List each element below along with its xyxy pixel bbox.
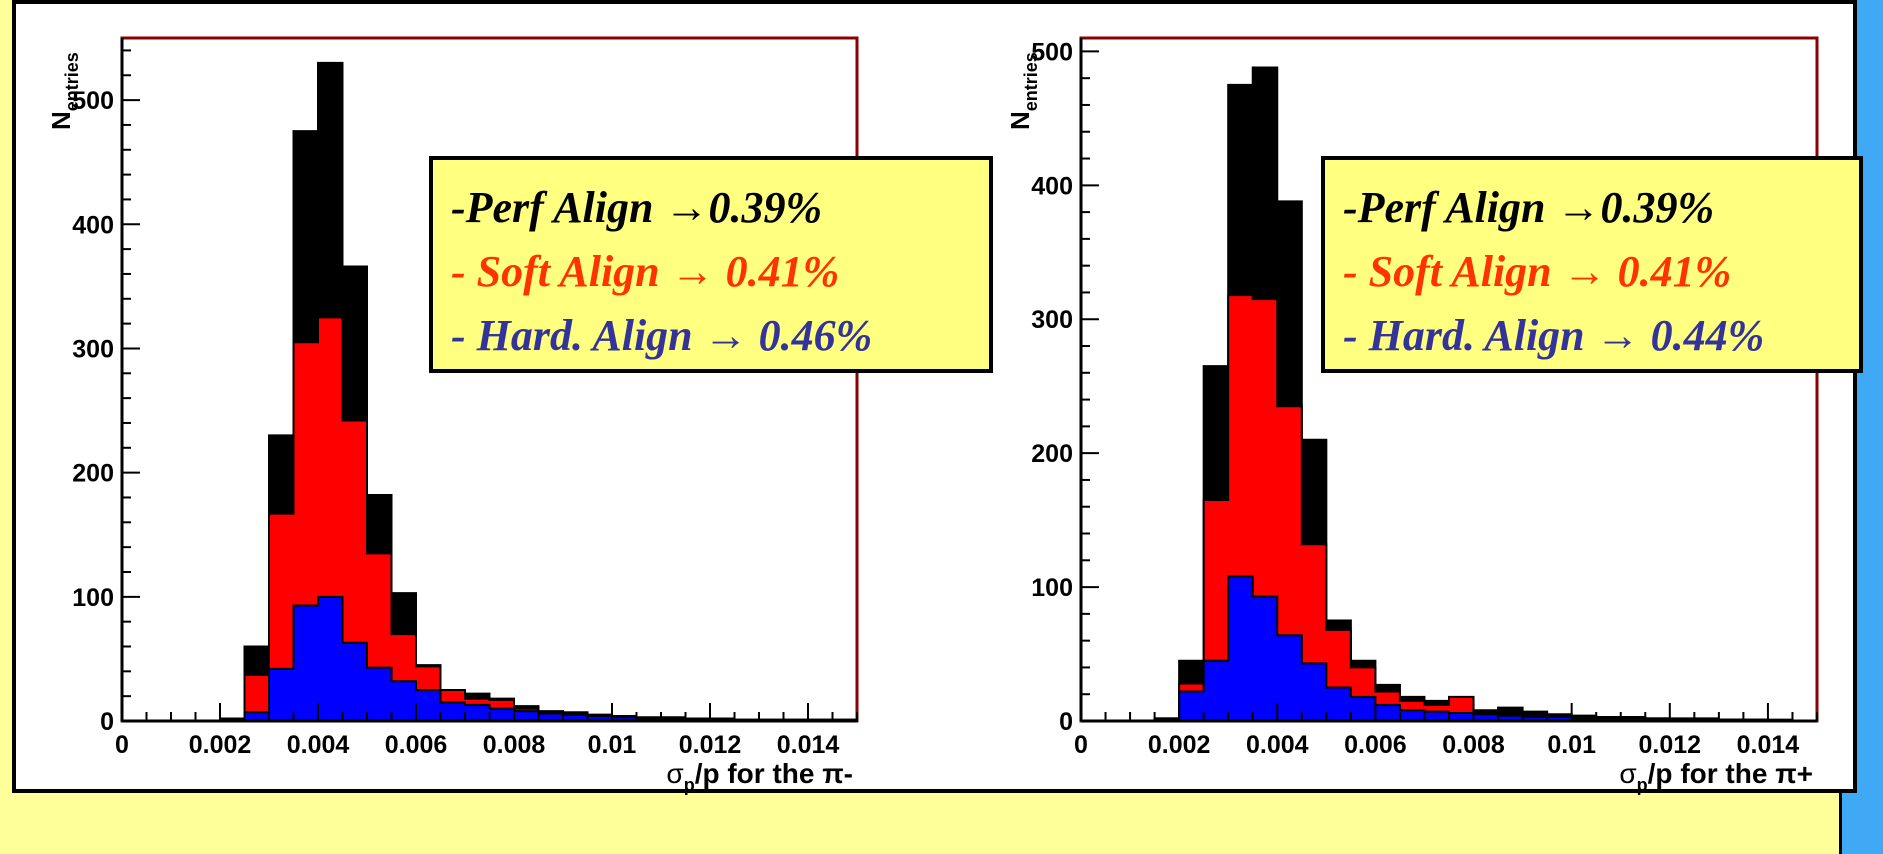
x-tick-label: 0.002 <box>189 731 252 759</box>
y-tick-label: 200 <box>1031 440 1073 468</box>
x-axis-title: σp/p for the π+ <box>1619 758 1813 795</box>
x-tick-label: 0.002 <box>1148 731 1211 759</box>
y-tick-label: 100 <box>1031 574 1073 602</box>
y-tick-label: 0 <box>1059 708 1073 736</box>
x-tick-label: 0.014 <box>777 731 840 759</box>
y-tick-label: 400 <box>72 211 114 239</box>
y-tick-label: 400 <box>1031 172 1073 200</box>
y-tick-label: 300 <box>72 335 114 363</box>
chart-panel-1: 0 0.002 0.004 0.006 0.008 0.01 0.012 0.014 0 100 2… <box>46 36 859 795</box>
x-tick-label: 0.004 <box>287 731 350 759</box>
x-tick-label: 0.012 <box>1639 731 1702 759</box>
y-tick-label: 500 <box>1031 38 1073 66</box>
histogram-charts: 0 0.002 0.004 0.006 0.008 0.01 0.012 0.014 0 100 2… <box>46 36 1819 795</box>
x-tick-label: 0.012 <box>679 731 742 759</box>
legend-perf-align: -Perf Align →0.39% <box>451 183 823 232</box>
plot-area-frame <box>1079 36 1819 723</box>
legend-soft-align: - Soft Align → 0.41% <box>451 247 840 296</box>
histogram-series-2 <box>122 316 858 722</box>
legend-hard-align: - Hard. Align → 0.46% <box>451 311 873 360</box>
x-tick-label: 0.01 <box>1547 731 1596 759</box>
y-axis-title: Nentries <box>1005 52 1041 130</box>
x-tick-label: 0.008 <box>483 731 546 759</box>
x-axis-title: σp/p for the π- <box>666 758 853 795</box>
y-tick-label: 500 <box>72 87 114 115</box>
legend-box-left: -Perf Align →0.39% - Soft Align → 0.41% … <box>429 156 993 373</box>
x-tick-label: 0.014 <box>1737 731 1800 759</box>
x-tick-label: 0.004 <box>1246 731 1309 759</box>
y-tick-label: 300 <box>1031 306 1073 334</box>
chart-panel-2: 0 0.002 0.004 0.006 0.008 0.01 0.012 0.014 0 100 2… <box>1005 36 1819 795</box>
x-tick-label: 0.006 <box>1344 731 1407 759</box>
plot-area-frame <box>120 36 859 723</box>
y-axis-title: Nentries <box>46 52 82 130</box>
x-tick-label: 0.01 <box>588 731 637 759</box>
y-tick-label: 0 <box>100 708 114 736</box>
x-tick-label: 0 <box>1074 731 1088 759</box>
legend-perf-align: -Perf Align →0.39% <box>1343 183 1715 232</box>
x-tick-label: 0.006 <box>385 731 448 759</box>
legend-hard-align: - Hard. Align → 0.44% <box>1343 311 1765 360</box>
y-tick-label: 100 <box>72 584 114 612</box>
legend-soft-align: - Soft Align → 0.41% <box>1343 247 1732 296</box>
legend-box-right: -Perf Align →0.39% - Soft Align → 0.41% … <box>1321 156 1863 373</box>
x-tick-label: 0 <box>115 731 129 759</box>
y-tick-label: 200 <box>72 460 114 488</box>
x-tick-label: 0.008 <box>1442 731 1505 759</box>
